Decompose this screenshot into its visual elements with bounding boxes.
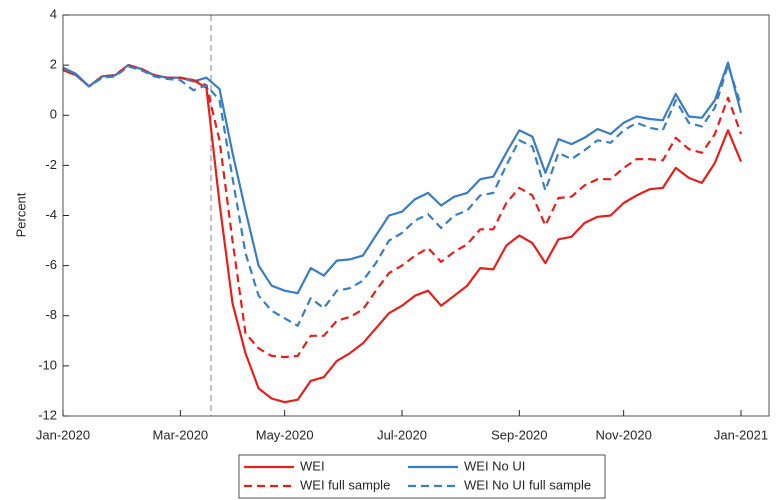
x-tick-label: Nov-2020: [595, 427, 651, 442]
x-tick-label: Sep-2020: [491, 427, 547, 442]
series-line: [62, 61, 743, 295]
x-tick-label: Jan-2021: [714, 427, 768, 442]
legend-label: WEI: [300, 458, 325, 473]
y-axis-label: Percent: [13, 192, 28, 237]
x-tick-label: Mar-2020: [153, 427, 209, 442]
y-tick-label: -4: [45, 207, 57, 222]
legend-box: [238, 454, 606, 499]
x-tick-label: May-2020: [256, 427, 314, 442]
y-tick-label: -2: [45, 157, 57, 172]
y-tick-label: -8: [45, 307, 57, 322]
y-tick-label: 2: [50, 57, 57, 72]
x-tick-label: Jan-2020: [36, 427, 90, 442]
legend-label: WEI No UI: [464, 458, 525, 473]
y-tick-label: 0: [50, 107, 57, 122]
y-tick-label: -10: [38, 357, 57, 372]
series-line: [62, 63, 743, 359]
series-line: [62, 63, 743, 327]
y-tick-label: -12: [38, 407, 57, 422]
plot-frame: [62, 14, 770, 417]
y-tick-label: -6: [45, 257, 57, 272]
legend-label: WEI full sample: [300, 477, 390, 492]
legend-label: WEI No UI full sample: [464, 477, 591, 492]
y-tick-label: 4: [50, 6, 57, 21]
x-tick-label: Jul-2020: [377, 427, 427, 442]
